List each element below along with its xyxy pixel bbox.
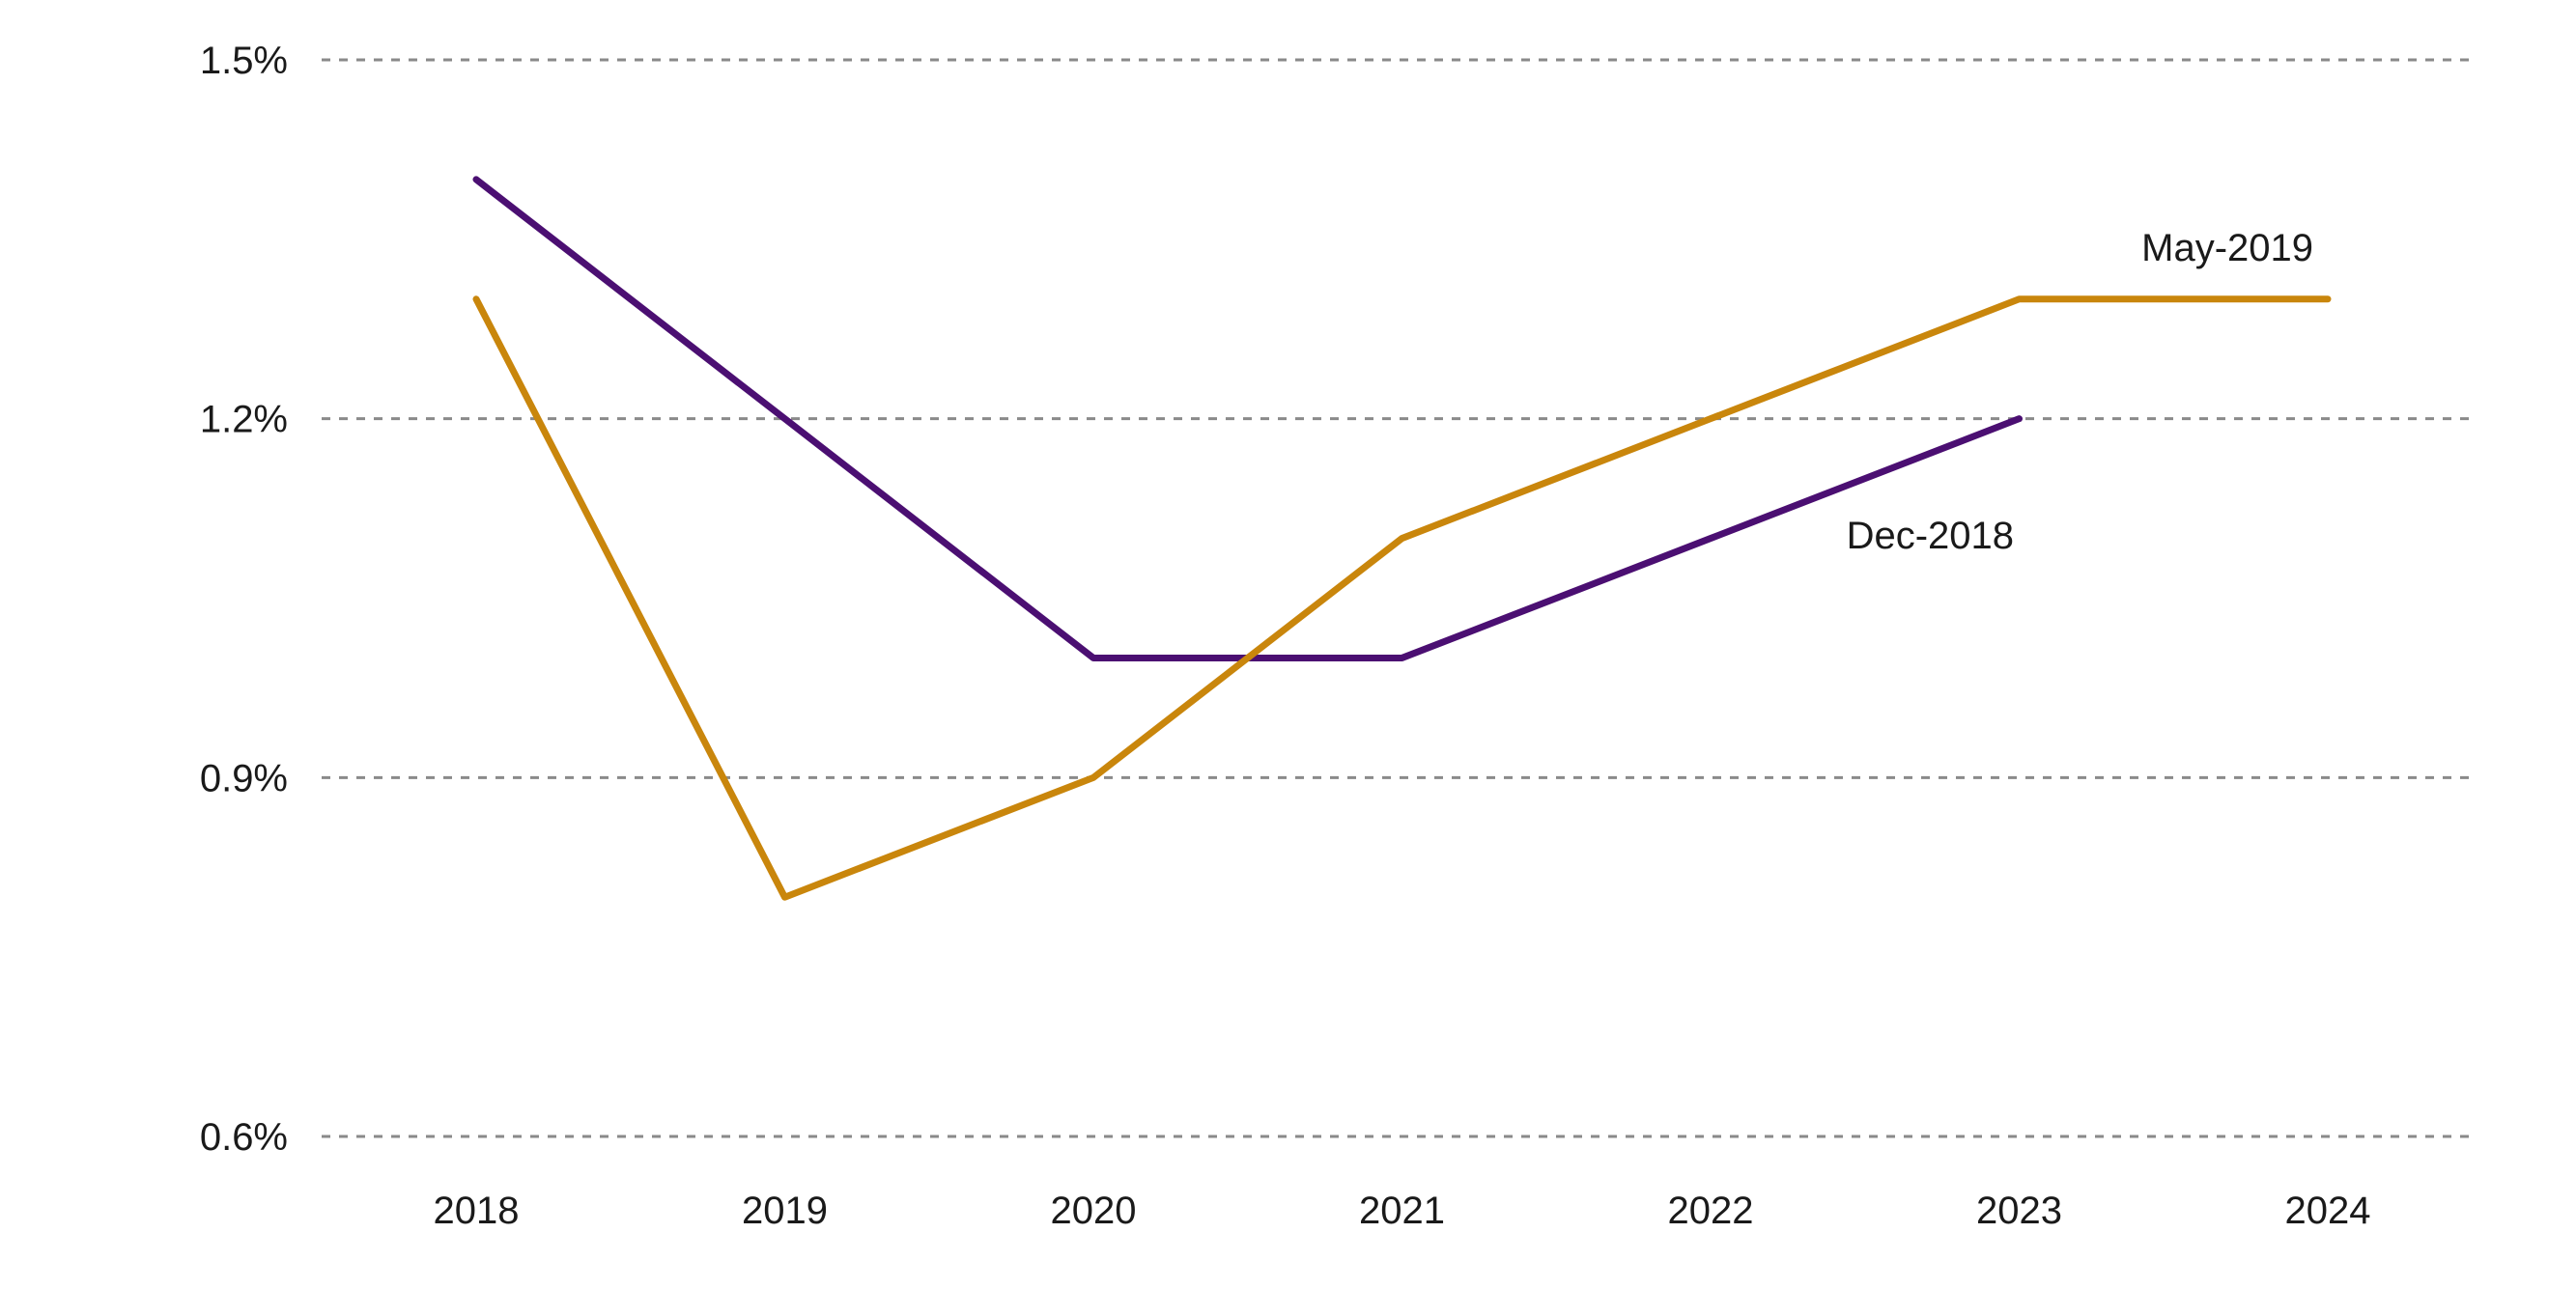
x-tick-label: 2024 [2285, 1190, 2371, 1232]
series-label-may-2019: May-2019 [2141, 227, 2313, 269]
y-tick-label: 0.6% [200, 1116, 288, 1159]
series-label-dec-2018: Dec-2018 [1847, 515, 2014, 557]
x-tick-label: 2019 [742, 1190, 828, 1232]
y-axis-tick-labels: 0.6% 0.9% 1.2% 1.5% [200, 40, 288, 1159]
x-tick-label: 2022 [1668, 1190, 1754, 1232]
y-tick-label: 0.9% [200, 757, 288, 799]
x-tick-label: 2020 [1051, 1190, 1137, 1232]
x-tick-label: 2018 [434, 1190, 520, 1232]
x-axis-tick-labels: 2018 2019 2020 2021 2022 2023 2024 [434, 1190, 2371, 1232]
gridlines [322, 58, 2477, 1138]
x-tick-label: 2023 [1976, 1190, 2062, 1232]
y-tick-label: 1.2% [200, 399, 288, 441]
series-line-may-2019 [472, 295, 2332, 901]
x-tick-label: 2021 [1359, 1190, 1445, 1232]
series-lines [472, 176, 2332, 901]
y-tick-label: 1.5% [200, 40, 288, 82]
